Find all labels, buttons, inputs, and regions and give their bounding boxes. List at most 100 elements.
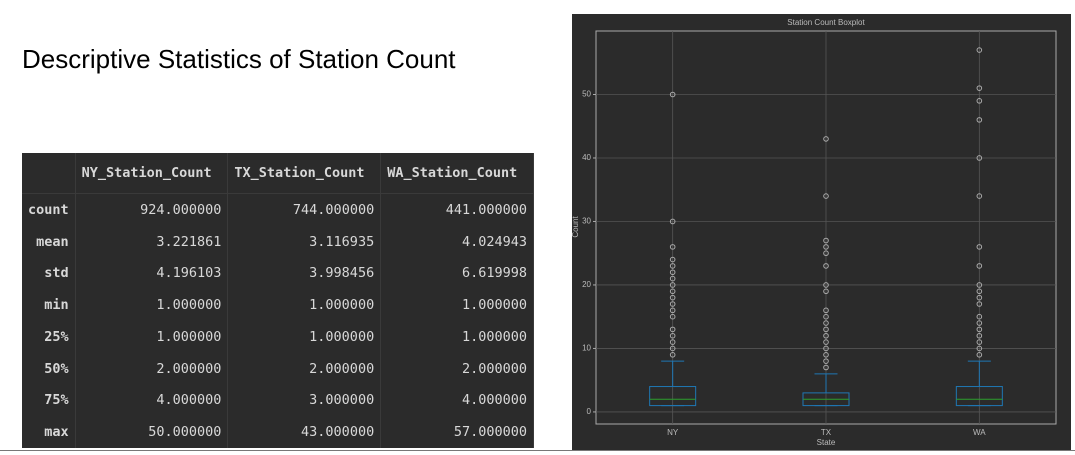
y-tick-label: 30 bbox=[582, 217, 591, 226]
outlier bbox=[976, 339, 983, 345]
outlier bbox=[823, 351, 829, 358]
table-cell: 924.000000 bbox=[75, 193, 229, 226]
table-cell: 4.196103 bbox=[75, 257, 229, 290]
outlier bbox=[669, 339, 676, 345]
outlier bbox=[976, 282, 983, 288]
outlier bbox=[976, 313, 983, 320]
x-tick-label: NY bbox=[667, 428, 679, 437]
table-cell: 744.000000 bbox=[227, 193, 382, 226]
table-cell: 1.000000 bbox=[75, 289, 229, 321]
outlier bbox=[669, 263, 676, 269]
outlier bbox=[976, 288, 983, 295]
table-cell: 1.000000 bbox=[380, 289, 534, 321]
table-cell: 3.000000 bbox=[227, 384, 382, 417]
outlier bbox=[976, 345, 983, 352]
outlier bbox=[669, 269, 676, 276]
table-row: 25% 1.000000 1.000000 1.000000 bbox=[22, 320, 534, 353]
outlier bbox=[976, 326, 983, 333]
x-axis-label: State bbox=[817, 438, 836, 447]
outlier bbox=[823, 313, 829, 320]
outlier bbox=[976, 301, 983, 307]
outlier bbox=[823, 358, 829, 364]
table-row: std 4.196103 3.998456 6.619998 bbox=[22, 257, 534, 290]
table-row: min 1.000000 1.000000 1.000000 bbox=[22, 289, 534, 321]
table-cell: 1.000000 bbox=[227, 320, 382, 353]
y-tick-label: 20 bbox=[582, 280, 591, 289]
table-cell: 3.221861 bbox=[75, 225, 229, 258]
table-row: max 50.000000 43.000000 57.000000 bbox=[22, 416, 534, 448]
box bbox=[955, 386, 1003, 407]
outlier bbox=[669, 244, 676, 250]
table-cell: 2.000000 bbox=[227, 352, 382, 385]
outlier bbox=[669, 288, 676, 295]
outlier bbox=[669, 307, 676, 314]
outlier bbox=[669, 301, 676, 307]
outlier bbox=[976, 351, 983, 358]
table-row: count 924.000000 744.000000 441.000000 bbox=[22, 193, 534, 226]
table-cell: 4.000000 bbox=[75, 384, 229, 417]
column-header: TX_Station_Count bbox=[227, 153, 382, 194]
outlier bbox=[823, 320, 829, 326]
outlier bbox=[976, 320, 983, 326]
stats-table: NY_Station_Count TX_Station_Count WA_Stati… bbox=[22, 153, 534, 448]
outlier bbox=[823, 263, 829, 269]
outlier bbox=[669, 256, 676, 263]
page-title: Descriptive Statistics of Station Count bbox=[22, 44, 456, 74]
outlier bbox=[823, 250, 829, 257]
table-cell: 1.000000 bbox=[75, 320, 229, 353]
boxplot-chart: Station Count Boxplot State Count 0 10 20 3… bbox=[572, 14, 1071, 450]
outlier bbox=[823, 136, 829, 142]
y-tick-label: 10 bbox=[582, 344, 591, 353]
outlier bbox=[823, 193, 829, 199]
row-label: 50% bbox=[22, 352, 76, 385]
row-label: max bbox=[22, 416, 76, 448]
outlier bbox=[669, 332, 676, 339]
outlier bbox=[669, 294, 676, 301]
outlier bbox=[669, 326, 676, 333]
column-header: WA_Station_Count bbox=[380, 153, 534, 194]
index-header bbox=[22, 153, 76, 194]
outlier bbox=[669, 91, 676, 98]
outlier bbox=[976, 47, 983, 53]
outlier bbox=[823, 288, 829, 295]
table-cell: 3.116935 bbox=[227, 225, 382, 258]
outlier bbox=[823, 326, 829, 333]
divider bbox=[0, 450, 1075, 451]
x-tick-label: TX bbox=[821, 428, 832, 437]
outlier bbox=[823, 282, 829, 288]
table-cell: 1.000000 bbox=[227, 289, 382, 321]
outlier bbox=[823, 332, 829, 339]
box bbox=[649, 386, 697, 407]
row-label: std bbox=[22, 257, 76, 290]
table-cell: 3.998456 bbox=[227, 257, 382, 290]
outlier bbox=[976, 117, 983, 123]
outlier bbox=[976, 85, 983, 91]
table-cell: 4.000000 bbox=[380, 384, 534, 417]
table-cell: 4.024943 bbox=[380, 225, 534, 258]
outlier bbox=[669, 313, 676, 320]
table-cell: 6.619998 bbox=[380, 257, 534, 290]
row-label: min bbox=[22, 289, 76, 321]
outlier bbox=[669, 351, 676, 358]
table-cell: 50.000000 bbox=[75, 416, 229, 448]
chart-title: Station Count Boxplot bbox=[787, 18, 865, 27]
header-row: NY_Station_Count TX_Station_Count WA_Stati… bbox=[22, 153, 534, 194]
outlier bbox=[669, 275, 676, 282]
outlier bbox=[976, 294, 983, 301]
table-row: 75% 4.000000 3.000000 4.000000 bbox=[22, 384, 534, 417]
row-label: 75% bbox=[22, 384, 76, 417]
x-tick-label: WA bbox=[973, 428, 986, 437]
y-tick-label: 50 bbox=[582, 90, 591, 99]
table-cell: 2.000000 bbox=[380, 352, 534, 385]
y-tick-label: 0 bbox=[587, 407, 592, 416]
chart-background bbox=[572, 14, 1071, 450]
outlier bbox=[823, 339, 829, 345]
outlier bbox=[823, 244, 829, 250]
outlier bbox=[976, 193, 983, 199]
outlier bbox=[823, 237, 829, 244]
outlier bbox=[823, 307, 829, 314]
table-row: 50% 2.000000 2.000000 2.000000 bbox=[22, 352, 534, 385]
outlier bbox=[669, 282, 676, 288]
outlier bbox=[669, 218, 676, 225]
table-cell: 2.000000 bbox=[75, 352, 229, 385]
